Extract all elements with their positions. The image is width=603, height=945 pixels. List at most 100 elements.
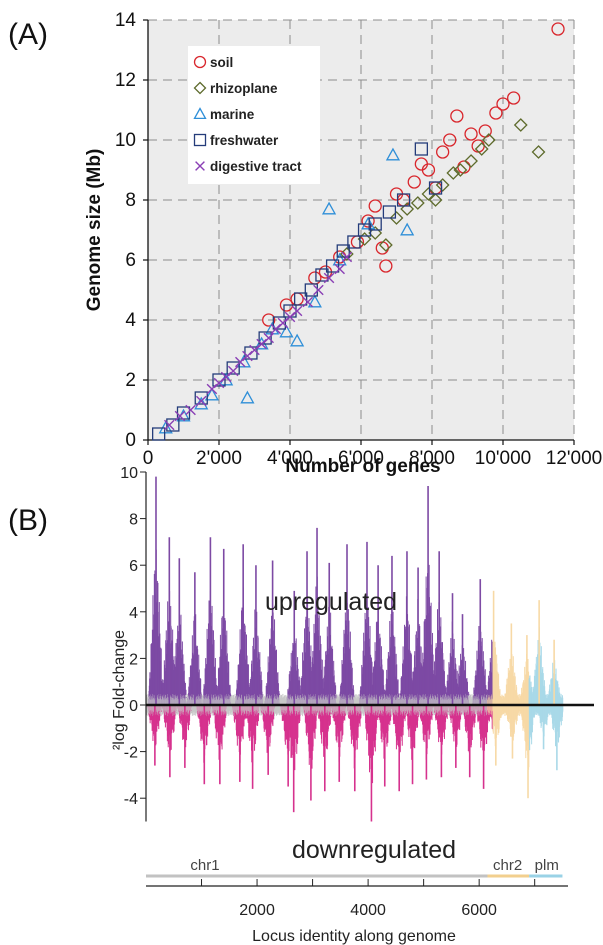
marine-point	[385, 147, 401, 161]
soil-point	[450, 109, 464, 123]
y-tick-label: 10	[115, 130, 136, 151]
panel-a-letter: (A)	[8, 18, 48, 51]
soil-point	[407, 175, 421, 189]
digestive-tract-point	[164, 419, 175, 431]
soil-point	[489, 106, 503, 120]
soil-point	[443, 133, 457, 147]
digestive-tract-point	[195, 395, 207, 407]
marine-point	[204, 387, 220, 401]
y-tick-label: 0	[125, 430, 136, 451]
digestive-tract-point	[220, 371, 232, 383]
digestive-tract-point	[302, 296, 314, 308]
rhizoplane-point	[339, 247, 354, 261]
y-tick-label: -2	[124, 745, 138, 762]
downregulated-annotation: downregulated	[292, 836, 456, 864]
y-tick-label: 6	[125, 250, 136, 271]
freshwater-point	[272, 316, 287, 330]
panel-b-bars	[145, 476, 564, 822]
panel-b-x-tick-labels: 2000 4000 6000	[239, 902, 497, 919]
freshwater-point	[414, 142, 429, 156]
panel-a-y-tick-labels: 0 2 4 6 8 10 12 14	[115, 10, 137, 451]
x-tick-label: 6'000	[338, 448, 384, 469]
legend-digestive-tract-label: digestive tract	[210, 159, 302, 174]
freshwater-point	[336, 244, 350, 258]
freshwater-point	[151, 427, 166, 441]
legend-rhizoplane-marker	[193, 81, 207, 95]
soil-point	[507, 91, 521, 105]
panel-a-x-tick-labels: 0 2'000 4'000 6'000 8'000 10'000 12'000	[143, 448, 603, 469]
digestive-tract-point	[206, 383, 218, 395]
rhizoplane-point	[464, 154, 478, 168]
digestive-tract-point	[270, 323, 282, 335]
region-plm-label: plm	[535, 857, 559, 874]
digestive-tract-point	[313, 284, 324, 296]
rhizoplane-point	[481, 133, 496, 147]
upregulated-annotation: upregulated	[265, 588, 397, 616]
panel-a-x-axis-title: Number of genes	[285, 456, 440, 477]
freshwater-point	[347, 235, 361, 249]
rhizoplane-point	[474, 142, 489, 156]
rhizoplane-point	[446, 166, 461, 180]
freshwater-point	[258, 331, 272, 345]
rhizoplane-point	[453, 163, 468, 177]
x-tick-label: 0	[143, 448, 154, 469]
freshwater-point	[428, 181, 443, 195]
marine-point	[279, 324, 294, 338]
freshwater-point	[293, 292, 308, 306]
freshwater-point	[315, 268, 329, 282]
rhizoplane-point	[428, 193, 443, 207]
y-tick-label: 2	[129, 651, 138, 668]
legend-digestive-tract-marker	[195, 161, 205, 171]
digestive-tract-point	[185, 404, 196, 416]
panel-b-y-axis-title: ²log Fold-change	[111, 630, 128, 750]
marine-point	[321, 201, 337, 215]
panel-a-y-axis-title: Genome size (Mb)	[84, 149, 105, 312]
digestive-tract-point	[323, 272, 335, 284]
panel-a-axes	[143, 19, 575, 445]
freshwater-point	[382, 205, 397, 219]
freshwater-point	[194, 391, 208, 405]
legend-freshwater-label: freshwater	[210, 133, 279, 148]
digestive-tract-point	[263, 332, 274, 344]
soil-point	[262, 313, 276, 327]
legend-soil-marker	[193, 55, 207, 69]
soil-point	[368, 199, 382, 213]
y-tick-label: 2	[125, 370, 136, 391]
digestive-tract-point	[174, 410, 186, 422]
y-tick-label: 8	[125, 190, 136, 211]
soil-point	[379, 259, 393, 273]
rhizoplane-point	[378, 238, 393, 252]
rhizoplane-point	[421, 187, 436, 201]
digestive-tract-point	[227, 365, 239, 377]
soil-point	[464, 127, 478, 141]
rhizoplane-point	[400, 202, 415, 216]
freshwater-point	[212, 373, 226, 387]
freshwater-point	[368, 217, 382, 231]
digestive-tract-point	[277, 317, 289, 329]
panel-a-data-points	[151, 22, 565, 441]
legend-soil-label: soil	[210, 55, 233, 70]
panel-a-scatter-chart: (A) 0 2'000 4'000 6'000 8'000 10'000 12'000 0 2…	[8, 10, 602, 477]
soil-point	[361, 214, 375, 228]
digestive-tract-point	[235, 356, 246, 368]
x-tick-label: 6000	[461, 902, 497, 919]
soil-point	[421, 163, 436, 177]
digestive-tract-point	[242, 350, 253, 362]
panel-b-letter: (B)	[8, 504, 48, 537]
legend-marine-label: marine	[210, 107, 255, 122]
rhizoplane-point	[531, 145, 546, 159]
y-tick-label: 4	[129, 605, 138, 622]
legend-freshwater-marker	[193, 133, 207, 147]
legend-box	[188, 46, 320, 184]
marine-point	[400, 222, 415, 236]
region-chr1-label: chr1	[190, 857, 219, 874]
marine-point	[240, 390, 255, 404]
legend-marine-marker	[193, 107, 207, 120]
y-tick-label: 8	[129, 512, 138, 529]
x-tick-label: 12'000	[546, 448, 602, 469]
rhizoplane-point	[435, 178, 450, 192]
panel-b-chromosome-track: chr1 chr2 plm	[146, 857, 563, 878]
digestive-tract-point	[291, 305, 303, 317]
x-tick-label: 4'000	[267, 448, 313, 469]
panel-b-bar-chart: (B) -4 -2 0 2 4 6 8 10 2000 4000 6000 chr1 chr2 plm…	[8, 465, 594, 945]
